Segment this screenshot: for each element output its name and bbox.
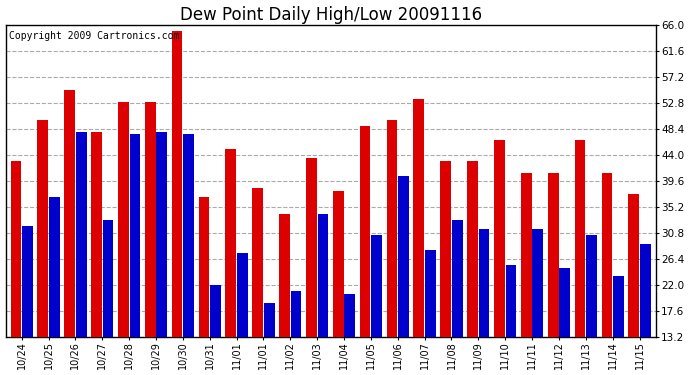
Bar [130,135,140,337]
Bar [184,135,194,337]
Bar [602,173,612,337]
Bar [103,220,113,337]
Bar [317,214,328,337]
Bar [521,173,532,337]
Bar [613,276,624,337]
Bar [157,132,167,337]
Bar [145,102,155,337]
Bar [506,264,516,337]
Bar [586,235,597,337]
Bar [199,196,209,337]
Bar [76,132,86,337]
Bar [533,229,543,337]
Bar [172,31,182,337]
Bar [386,120,397,337]
Bar [64,90,75,337]
Bar [226,149,236,337]
Bar [264,303,275,337]
Bar [359,126,371,337]
Bar [452,220,462,337]
Text: Copyright 2009 Cartronics.com: Copyright 2009 Cartronics.com [9,32,179,41]
Bar [49,196,59,337]
Bar [306,158,317,337]
Title: Dew Point Daily High/Low 20091116: Dew Point Daily High/Low 20091116 [179,6,482,24]
Bar [479,229,489,337]
Bar [290,291,302,337]
Bar [575,140,585,337]
Bar [22,226,33,337]
Bar [91,132,102,337]
Bar [494,140,505,337]
Bar [344,294,355,337]
Bar [333,190,344,337]
Bar [467,161,478,337]
Bar [279,214,290,337]
Bar [548,173,558,337]
Bar [425,250,436,337]
Bar [629,194,639,337]
Bar [37,120,48,337]
Bar [118,102,129,337]
Bar [440,161,451,337]
Bar [560,267,570,337]
Bar [640,244,651,337]
Bar [398,176,409,337]
Bar [253,188,263,337]
Bar [210,285,221,337]
Bar [10,161,21,337]
Bar [371,235,382,337]
Bar [413,99,424,337]
Bar [237,253,248,337]
